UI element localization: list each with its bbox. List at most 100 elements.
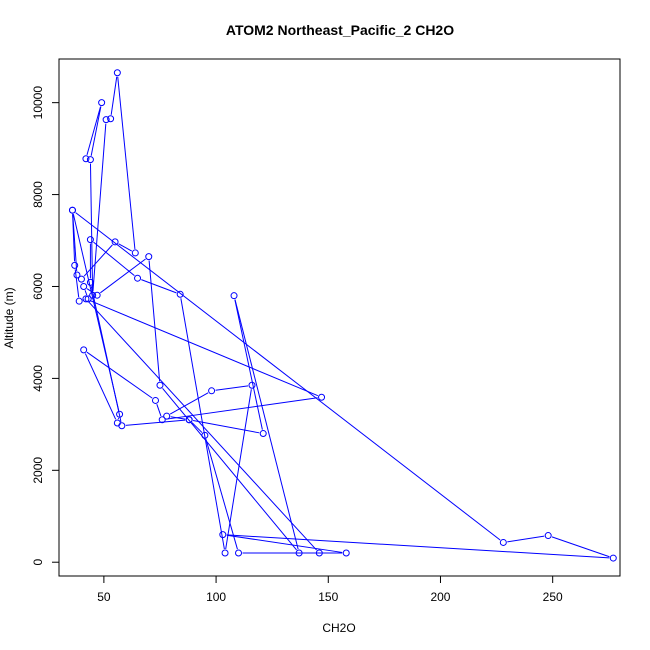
series-segment — [90, 106, 102, 156]
series-segment — [551, 536, 610, 558]
series-segment — [74, 269, 80, 298]
series-segment — [72, 213, 120, 411]
series-segment — [110, 76, 118, 115]
series-segment — [226, 534, 610, 559]
data-point — [73, 271, 81, 279]
data-point — [499, 538, 507, 546]
data-point — [176, 290, 184, 298]
data-point — [259, 430, 267, 438]
data-point — [71, 261, 79, 269]
data-point — [116, 410, 124, 418]
y-tick-label: 10000 — [31, 86, 45, 120]
data-point — [86, 156, 94, 164]
data-point — [102, 116, 110, 124]
data-point — [609, 554, 617, 562]
chart-title: ATOM2 Northeast_Pacific_2 CH2O — [226, 22, 454, 38]
data-point — [80, 282, 88, 290]
data-point — [318, 393, 326, 401]
data-point — [151, 396, 159, 404]
data-point — [93, 291, 101, 299]
y-tick-label: 2000 — [31, 457, 45, 484]
series-segment — [86, 351, 153, 399]
series-segment — [156, 404, 162, 417]
data-point — [68, 206, 76, 214]
series-segment — [507, 535, 545, 543]
data-point — [82, 295, 90, 303]
data-point — [75, 297, 83, 305]
data-point — [111, 238, 119, 246]
data-point — [208, 387, 216, 395]
data-point — [131, 249, 139, 257]
data-point — [158, 416, 166, 424]
data-point — [113, 419, 121, 427]
series-points — [68, 69, 617, 562]
x-tick-label: 100 — [206, 590, 226, 604]
data-point — [201, 431, 209, 439]
series-segment — [226, 534, 343, 553]
y-axis-label: Altitude (m) — [2, 287, 16, 348]
data-point — [221, 549, 229, 557]
data-point — [89, 291, 97, 299]
series-segment — [141, 279, 177, 294]
series-segment — [191, 422, 203, 433]
data-point — [235, 549, 243, 557]
series-segment — [234, 299, 299, 550]
y-tick-label: 8000 — [31, 181, 45, 208]
series-segment — [162, 388, 297, 551]
series-segment — [83, 244, 113, 277]
series-segment — [93, 241, 135, 277]
data-point — [219, 531, 227, 539]
data-point — [80, 346, 88, 354]
series-segment — [88, 301, 317, 551]
series-segment — [215, 385, 249, 391]
y-tick-label: 0 — [31, 559, 45, 566]
series-segment — [148, 260, 161, 382]
y-tick-label: 4000 — [31, 365, 45, 392]
data-point — [544, 532, 552, 540]
series-segment — [117, 76, 136, 250]
data-point — [98, 99, 106, 107]
data-point — [156, 381, 164, 389]
data-point — [107, 115, 115, 123]
series-segment — [89, 163, 94, 292]
data-point — [163, 412, 171, 420]
x-tick-label: 250 — [543, 590, 563, 604]
data-point — [113, 69, 121, 77]
y-axis: 0 2000 4000 6000 8000 10000 — [31, 86, 60, 566]
data-point — [248, 381, 256, 389]
data-point — [342, 549, 350, 557]
x-tick-label: 150 — [318, 590, 338, 604]
data-point — [134, 274, 142, 282]
data-point — [185, 416, 193, 424]
data-point — [230, 292, 238, 300]
x-axis-label: CH2O — [322, 621, 355, 635]
series-segment — [169, 392, 209, 415]
series-segment — [180, 298, 225, 550]
data-point — [77, 275, 85, 283]
series-lines — [72, 76, 610, 559]
series-segment — [192, 419, 260, 434]
data-point — [315, 549, 323, 557]
x-axis: 50 100 150 200 250 — [97, 575, 563, 604]
series-segment — [86, 106, 102, 156]
x-tick-label: 50 — [97, 590, 111, 604]
x-tick-label: 200 — [430, 590, 450, 604]
y-tick-label: 6000 — [31, 273, 45, 300]
data-point — [86, 236, 94, 244]
data-point — [145, 253, 153, 261]
series-segment — [72, 214, 76, 262]
series-segment — [234, 299, 263, 430]
series-segment — [125, 419, 186, 426]
series-segment — [84, 290, 88, 296]
data-point — [295, 549, 303, 557]
series-segment — [100, 258, 146, 294]
data-point — [84, 295, 92, 303]
series-segment — [89, 299, 319, 397]
series-segment — [75, 212, 501, 541]
series-segment — [84, 353, 117, 420]
data-point — [82, 155, 90, 163]
series-segment — [166, 397, 318, 420]
series-segment — [118, 243, 133, 252]
